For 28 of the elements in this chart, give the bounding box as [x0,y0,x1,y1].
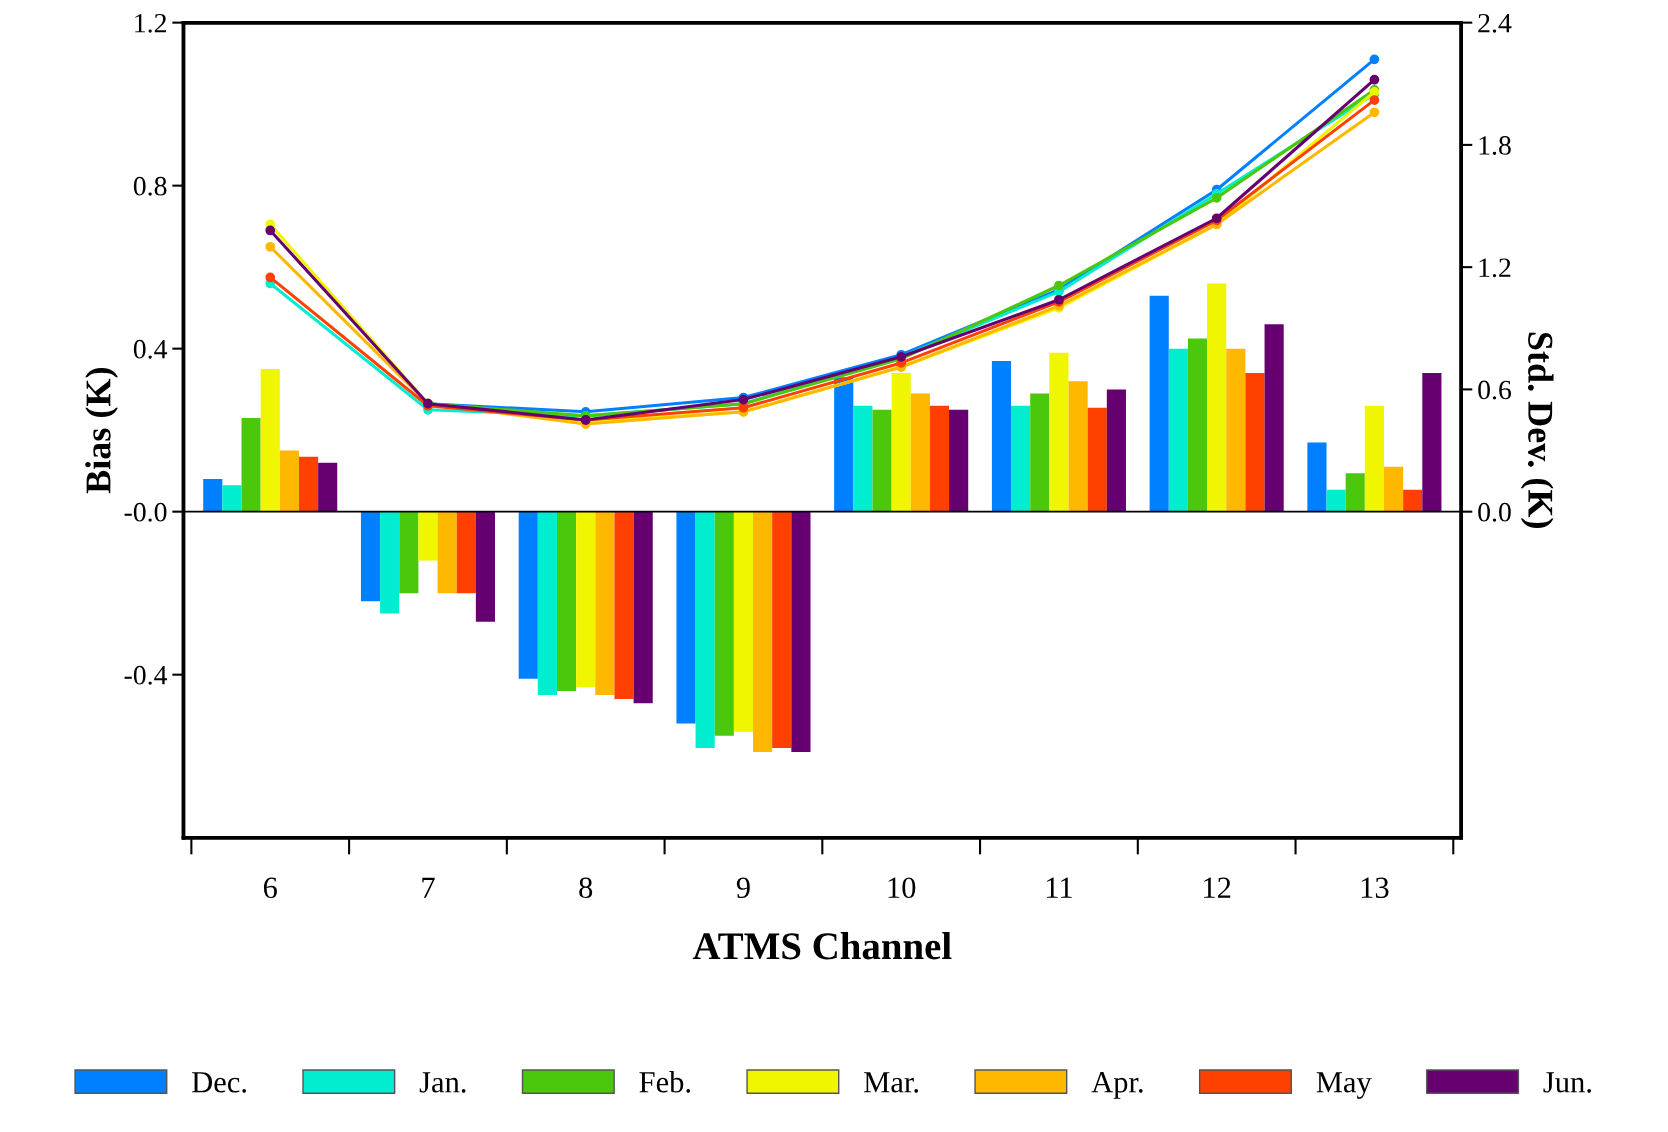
x-tick-label: 9 [736,877,750,899]
x-tick-label: 10 [888,877,916,899]
legend-label: May [1316,1072,1372,1099]
y2-tick-label: 0.0 [1478,502,1511,522]
y-tick-label: -0.4 [124,665,168,685]
y2-tick-label: 1.2 [1479,258,1511,278]
legend-label: Apr. [1091,1072,1143,1099]
y2-axis-title: Std. Dev. (K) [1520,332,1554,528]
legend-label: Feb. [639,1071,691,1093]
y-tick-label: 0.8 [133,176,167,196]
legend-label: Dec. [192,1072,246,1093]
legend-label: Jun. [1543,1072,1591,1093]
y-tick-label: 1.2 [135,13,166,33]
x-tick-label: 13 [1361,877,1389,899]
y2-tick-label: 2.4 [1478,13,1512,33]
x-tick-label: 8 [579,877,593,899]
x-tick-label: 7 [422,877,435,898]
legend-label: Mar. [864,1072,919,1093]
y2-tick-label: 0.6 [1478,380,1512,400]
y-axis-title: Bias (K) [85,368,118,494]
y-tick-label: 0.4 [133,339,168,359]
x-tick-label: 12 [1204,877,1231,898]
x-axis-title: ATMS Channel [692,932,952,960]
y-tick-label: -0.0 [124,502,167,522]
y2-tick-label: 1.8 [1479,136,1511,155]
x-tick-label: 6 [263,877,277,899]
x-tick-label: 11 [1046,877,1072,898]
legend-label: Jan. [419,1072,466,1093]
